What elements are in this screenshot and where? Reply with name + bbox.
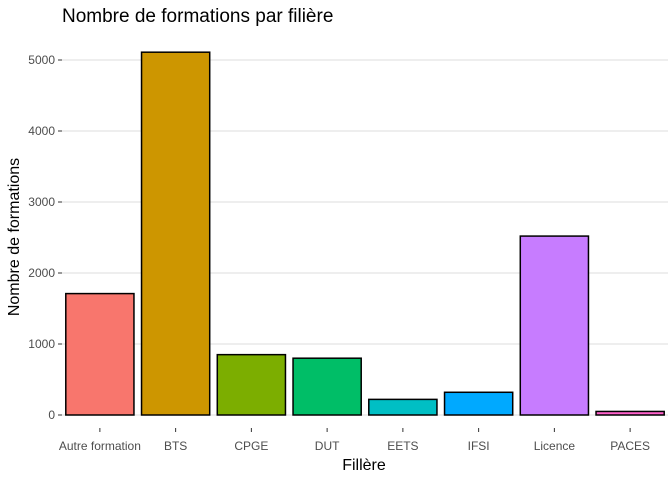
y-axis-title: Nombre de formations [6, 158, 23, 316]
x-tick-label: Autre formation [59, 439, 141, 453]
bars [65, 51, 665, 416]
y-tick-label: 4000 [28, 124, 55, 138]
bar-paces [595, 410, 665, 416]
y-tick-label: 5000 [28, 53, 55, 67]
x-tick-label: BTS [164, 439, 187, 453]
bar-cpge [216, 353, 287, 416]
bar-licence [519, 235, 590, 416]
y-tick-label: 0 [48, 408, 55, 422]
x-axis-title: Fillère [342, 457, 386, 474]
y-tick-label: 3000 [28, 195, 55, 209]
y-tick-label: 1000 [28, 337, 55, 351]
y-axis-ticks: 0 1000 2000 3000 4000 5000 [28, 53, 62, 422]
bar-ifsi [443, 391, 514, 416]
bar-eets [368, 398, 438, 416]
x-tick-label: PACES [610, 439, 650, 453]
chart-title: Nombre de formations par filière [62, 6, 333, 27]
x-tick-label: Licence [534, 439, 576, 453]
x-tick-label: EETS [387, 439, 418, 453]
bar-dut [292, 357, 362, 416]
bar-autre-formation [65, 292, 135, 416]
x-tick-label: CPGE [234, 439, 268, 453]
x-axis-ticks: Autre formation BTS CPGE DUT EETS IFSI Licence… [59, 428, 650, 453]
x-tick-label: IFSI [468, 439, 490, 453]
y-tick-label: 2000 [28, 266, 55, 280]
x-tick-label: DUT [315, 439, 340, 453]
bar-bts [140, 51, 211, 416]
